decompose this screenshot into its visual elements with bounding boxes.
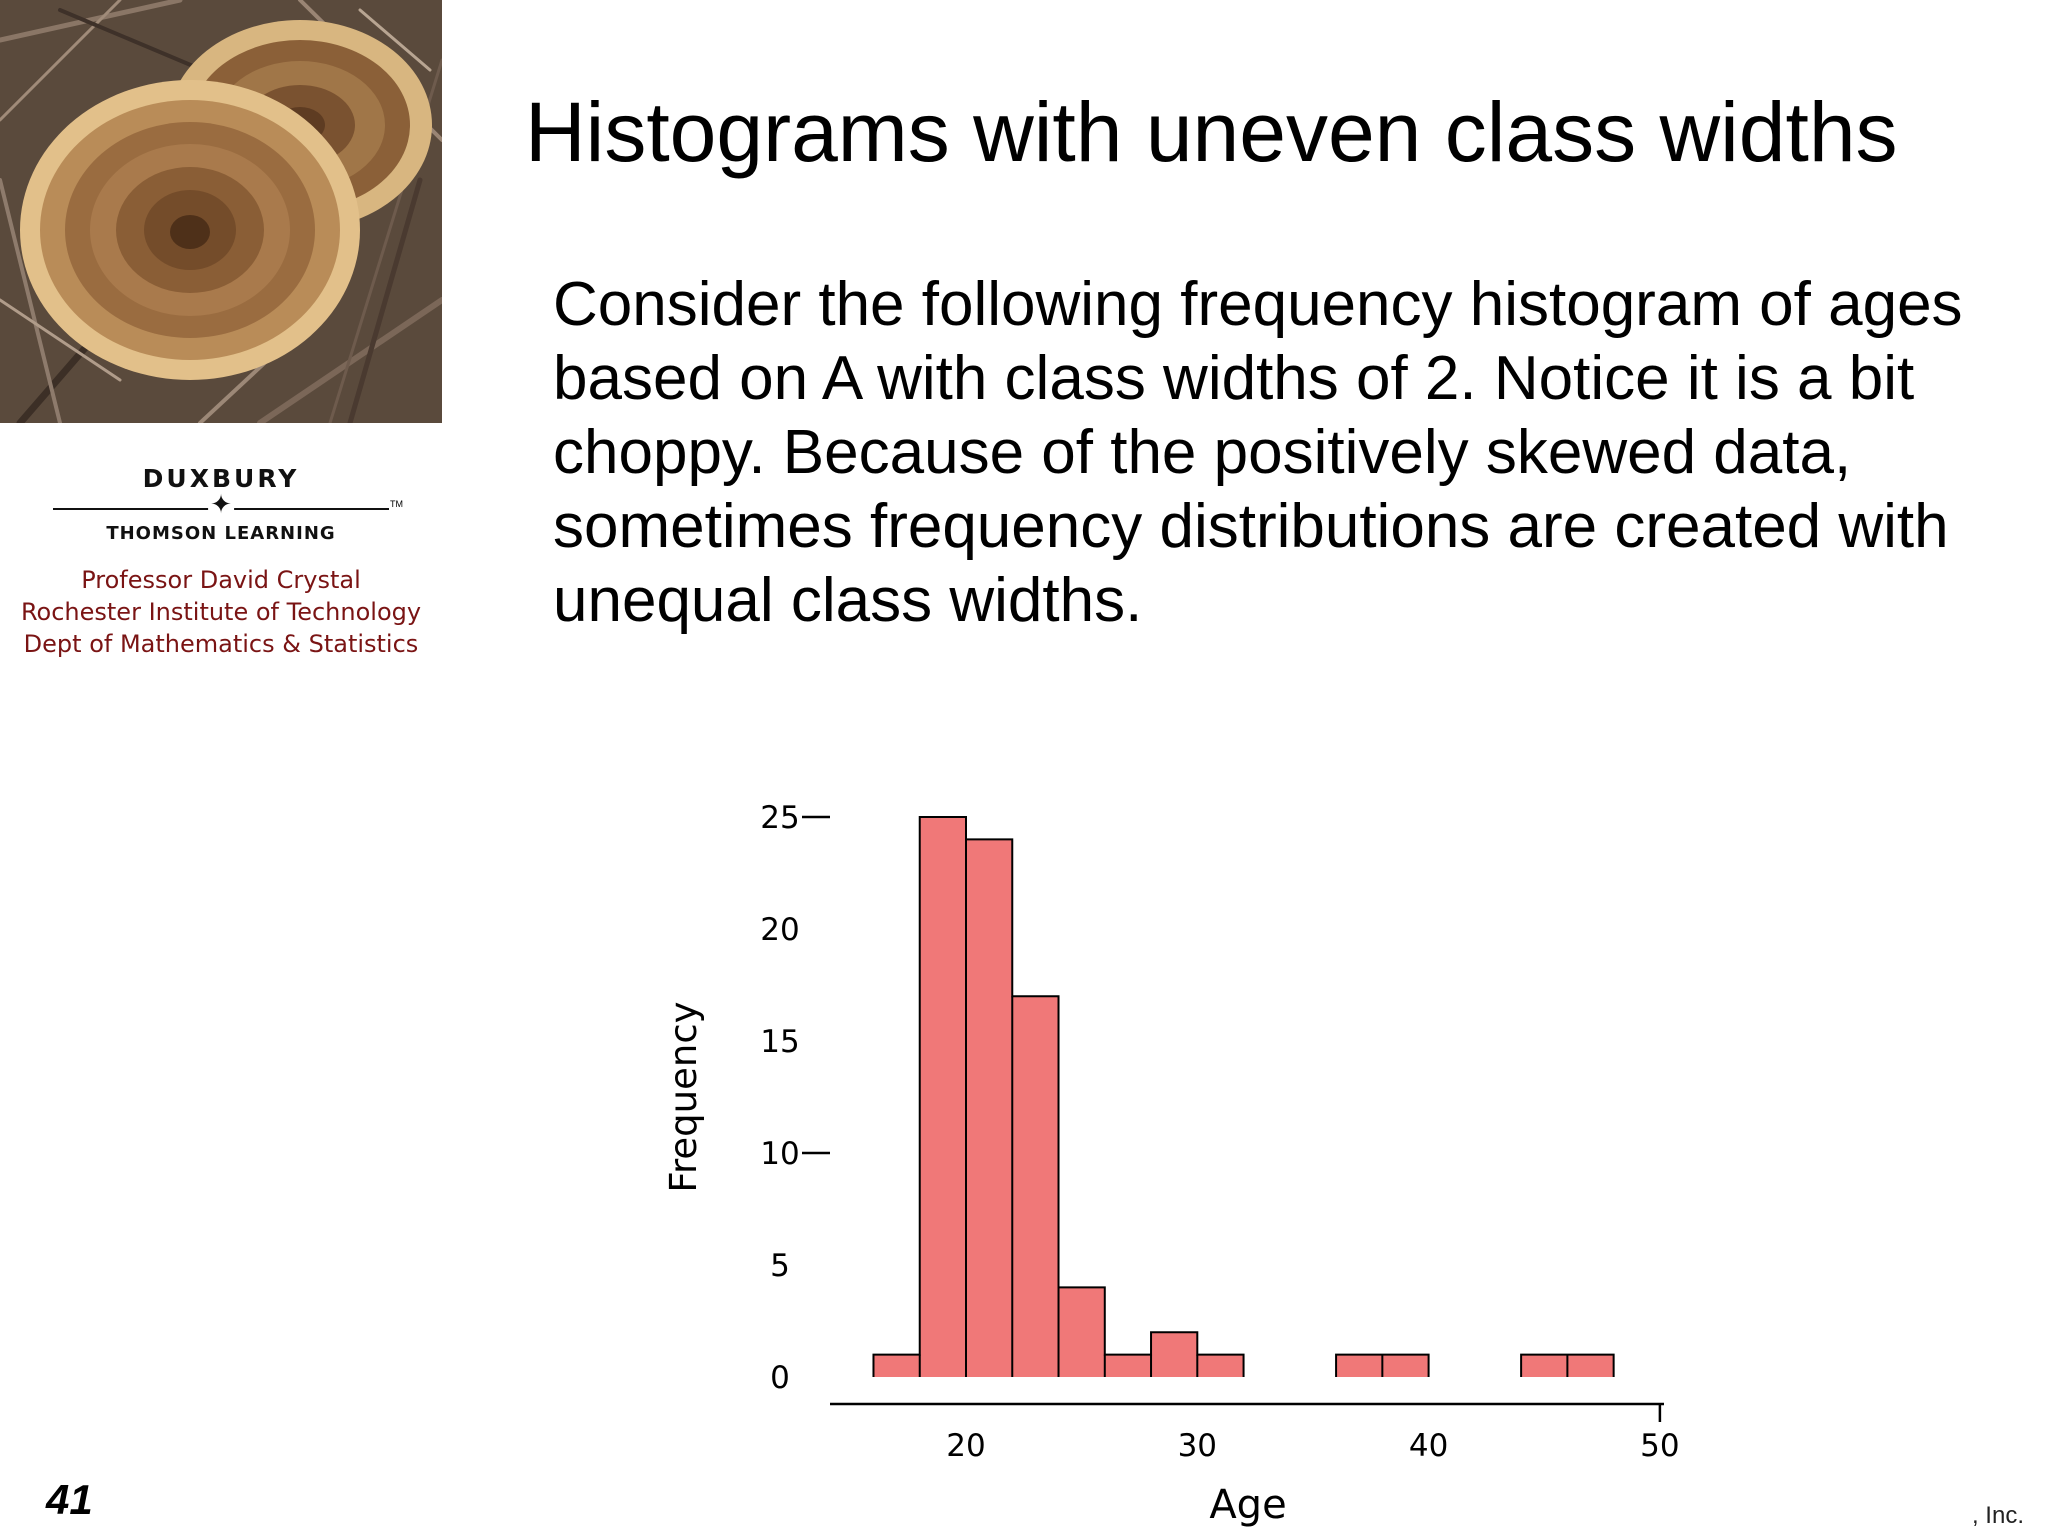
histogram-bar bbox=[1197, 1354, 1244, 1377]
y-tick-label: 10 bbox=[760, 1136, 799, 1172]
histogram-bar bbox=[919, 817, 966, 1377]
institution-name: Rochester Institute of Technology bbox=[20, 598, 422, 626]
x-tick-label: 30 bbox=[1178, 1428, 1217, 1464]
y-tick-label: 15 bbox=[760, 1024, 799, 1060]
x-axis-title: Age bbox=[1209, 1482, 1286, 1528]
publisher-name-top: DUXBURY bbox=[142, 464, 300, 493]
histogram-bar bbox=[1567, 1354, 1614, 1377]
publisher-name-bottom: THOMSON LEARNING bbox=[106, 523, 336, 544]
x-tick-label: 40 bbox=[1409, 1428, 1448, 1464]
department-name: Dept of Mathematics & Statistics bbox=[23, 630, 419, 658]
histogram-bar bbox=[1521, 1354, 1568, 1377]
frequency-histogram: 20 30 40 50 0 5 10 15 20 25 Age Frequency bbox=[662, 800, 1680, 1528]
histogram-bar bbox=[966, 839, 1013, 1377]
histogram-bar bbox=[1058, 1287, 1105, 1377]
x-tick-label: 20 bbox=[946, 1428, 985, 1464]
y-tick-label: 25 bbox=[760, 800, 799, 836]
y-axis-title: Frequency bbox=[662, 1001, 705, 1192]
branding-block: DUXBURY ✦ TM THOMSON LEARNING Professor … bbox=[0, 466, 442, 660]
histogram-bar bbox=[1336, 1354, 1383, 1377]
histogram-bar bbox=[1104, 1354, 1152, 1377]
slide-title: Histograms with uneven class widths bbox=[525, 85, 1898, 179]
copyright-fragment: , Inc. bbox=[1971, 1502, 2024, 1529]
histogram-outline bbox=[872, 816, 1245, 1377]
y-tick-label: 5 bbox=[770, 1248, 790, 1284]
fungus-photo bbox=[0, 0, 442, 423]
professor-name: Professor David Crystal bbox=[81, 566, 361, 594]
histogram-bar bbox=[1151, 1332, 1198, 1377]
histogram-bar bbox=[873, 1354, 920, 1377]
x-tick-label: 50 bbox=[1640, 1428, 1679, 1464]
publisher-divider: ✦ TM bbox=[53, 491, 403, 521]
y-tick-label: 0 bbox=[770, 1360, 790, 1396]
star-icon: ✦ bbox=[208, 489, 234, 519]
histogram-bar bbox=[1382, 1354, 1429, 1377]
slide-body-text: Consider the following frequency histogr… bbox=[553, 270, 1963, 635]
y-tick-label: 20 bbox=[760, 912, 799, 948]
histogram-bar bbox=[1012, 996, 1059, 1377]
slide-number: 41 bbox=[46, 1476, 93, 1523]
